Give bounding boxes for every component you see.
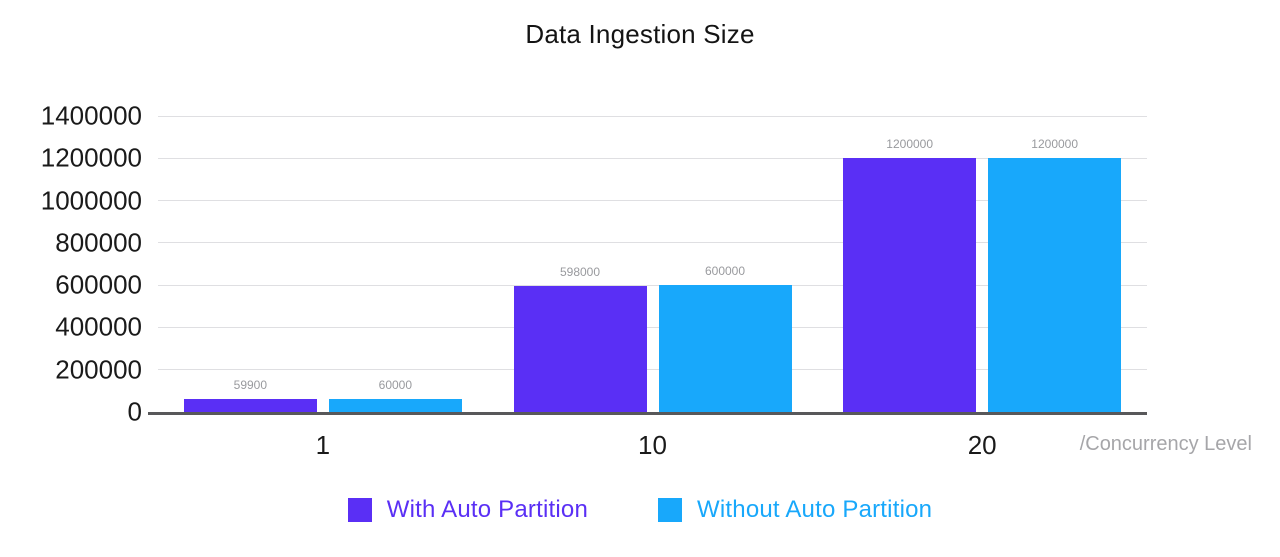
bar-value-label: 598000 xyxy=(559,264,601,279)
chart-title: Data Ingestion Size xyxy=(525,19,755,49)
gridline xyxy=(158,326,1147,328)
y-axis-tick-label: 400000 xyxy=(55,311,142,342)
gridline xyxy=(158,284,1147,286)
legend-label: With Auto Partition xyxy=(386,496,589,523)
bar-with-auto-partition xyxy=(513,285,647,412)
legend-swatch xyxy=(347,498,372,522)
bar-value-label: 600000 xyxy=(704,264,746,279)
bar-without-auto-partition xyxy=(328,399,462,412)
y-axis-tick-label: 200000 xyxy=(55,354,142,385)
bar-value-label: 1200000 xyxy=(1031,137,1079,152)
x-axis-unit-label: /Concurrency Level xyxy=(1079,433,1252,455)
y-axis-tick-label: 800000 xyxy=(55,227,142,258)
bar-value-label: 1200000 xyxy=(886,137,934,152)
bar-with-auto-partition xyxy=(843,158,977,412)
legend-item-without-auto-partition: Without Auto Partition xyxy=(658,496,932,524)
legend-label: Without Auto Partition xyxy=(697,496,933,523)
legend-item-with-auto-partition: With Auto Partition xyxy=(347,496,589,524)
plot-area: 59900 60000 598000 600000 1200000 1200000 xyxy=(148,115,1147,415)
x-axis-tick-label: 10 xyxy=(638,430,667,460)
y-axis-tick-label: 1000000 xyxy=(40,185,142,216)
gridline xyxy=(158,242,1147,244)
gridline xyxy=(158,157,1147,159)
gridline xyxy=(158,369,1147,371)
x-axis-line xyxy=(148,412,1147,415)
bar-without-auto-partition xyxy=(658,285,792,412)
gridline xyxy=(158,200,1147,202)
bar-value-label: 60000 xyxy=(378,378,413,393)
y-axis-tick-label: 600000 xyxy=(55,269,142,300)
y-axis: 1400000 1200000 1000000 800000 600000 400000 2… xyxy=(0,101,142,427)
y-axis-tick-label: 0 xyxy=(127,396,142,427)
gridline xyxy=(158,115,1147,117)
x-axis-tick-label: 1 xyxy=(315,430,331,460)
x-axis: 1 10 20 xyxy=(158,430,1147,462)
bar-with-auto-partition xyxy=(183,399,317,412)
legend-swatch xyxy=(658,498,683,522)
x-axis-tick-label: 20 xyxy=(967,430,997,460)
bar-without-auto-partition xyxy=(988,158,1122,412)
legend: With Auto Partition Without Auto Partitio… xyxy=(0,496,1280,524)
y-axis-tick-label: 1400000 xyxy=(40,100,142,131)
bar-value-label: 59900 xyxy=(233,378,268,393)
y-axis-tick-label: 1200000 xyxy=(40,142,142,173)
